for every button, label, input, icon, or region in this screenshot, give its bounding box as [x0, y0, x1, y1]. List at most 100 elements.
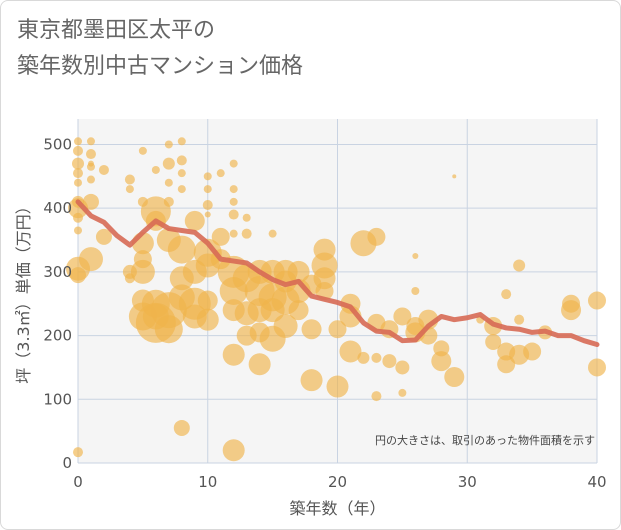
bubble-point	[125, 185, 134, 194]
bubble-point	[151, 165, 160, 174]
bubble-point	[301, 319, 322, 340]
bubble-point	[204, 211, 211, 218]
bubble-point	[74, 137, 82, 146]
bubble-point	[501, 289, 512, 300]
bubble-point	[73, 212, 83, 223]
average-price-line	[75, 199, 600, 348]
bubble-point	[98, 164, 109, 175]
bubble-point	[371, 391, 382, 402]
bubble-point	[431, 351, 452, 372]
bubble-point	[288, 300, 309, 321]
bubble-point	[561, 300, 582, 321]
bubble-point	[367, 227, 386, 246]
x-axis-ticks: 0 10 20 30 40	[73, 473, 606, 491]
bubble-point	[328, 320, 347, 339]
bubble-point	[78, 247, 103, 272]
bubble-point	[588, 291, 606, 310]
bubble-point	[242, 213, 251, 222]
bubble-point	[196, 308, 219, 331]
bubble-point	[523, 342, 542, 361]
bubble-point	[513, 259, 526, 272]
y-axis-ticks: 0 100 200 300 400 500	[43, 135, 72, 472]
y-tick-label: 400	[43, 199, 72, 217]
bubble-point	[130, 259, 155, 284]
bubble-point	[216, 169, 225, 178]
x-tick-label: 0	[73, 473, 83, 491]
bubble-point	[176, 155, 187, 166]
y-tick-label: 100	[43, 390, 72, 408]
bubble-point	[229, 229, 238, 238]
bubble-point	[73, 145, 83, 156]
bubble-point	[173, 419, 190, 436]
bubble-point	[177, 137, 186, 146]
bubble-point	[73, 168, 83, 179]
bubble-point	[313, 267, 336, 290]
bubble-point	[395, 360, 410, 375]
bubble-point	[398, 388, 407, 397]
bubble-point	[202, 200, 213, 210]
bubble-point	[382, 354, 397, 369]
y-tick-label: 200	[43, 327, 72, 345]
bubble-point	[444, 367, 465, 387]
bubble-point	[315, 282, 334, 300]
bubble-point	[154, 315, 183, 344]
bubble-point	[229, 185, 238, 194]
bubble-point	[95, 228, 112, 245]
y-axis-title: 坪（3.3㎡）単価（万円）	[14, 198, 33, 383]
bubble-point	[371, 352, 382, 363]
bubble-point	[357, 351, 370, 364]
bubble-point	[74, 178, 82, 187]
x-tick-label: 40	[587, 473, 606, 491]
bubble-point	[124, 174, 135, 185]
bubble-point	[211, 227, 230, 246]
bubble-point	[86, 137, 95, 146]
bubble-point	[73, 447, 83, 458]
bubble-point	[268, 229, 277, 238]
bubble-point	[241, 228, 252, 239]
bubble-point	[87, 160, 94, 167]
bubble-point	[70, 267, 86, 284]
bubble-point	[452, 174, 457, 179]
bubble-point	[485, 333, 502, 350]
x-tick-label: 10	[198, 473, 217, 491]
bubble-point	[162, 157, 175, 170]
bubble-point	[197, 290, 218, 311]
bubble-point	[203, 172, 212, 181]
bubble-point	[412, 252, 419, 259]
bubble-series	[66, 137, 606, 462]
bubble-point	[72, 157, 84, 170]
bubble-point	[588, 358, 606, 377]
bubble-point	[177, 169, 186, 178]
bubble-point	[287, 260, 310, 283]
bubble-point	[164, 140, 173, 149]
bubble-point	[248, 353, 271, 376]
chart-title-line-2: 築年数別中古マンション価格	[17, 54, 304, 79]
bubble-point	[411, 287, 420, 295]
bubble-point	[514, 314, 525, 325]
x-tick-label: 30	[458, 473, 477, 491]
bubble-point	[393, 307, 412, 326]
bubble-point	[184, 210, 205, 231]
x-axis-title: 築年数（年）	[289, 499, 385, 518]
bubble-point	[164, 178, 173, 187]
bubble-point	[85, 149, 96, 160]
bubble-point	[82, 193, 99, 210]
y-tick-label: 0	[62, 454, 72, 472]
bubble-point	[300, 369, 323, 392]
bubble-point	[222, 439, 245, 462]
bubble-point	[203, 185, 212, 194]
bubble-point	[167, 235, 196, 264]
y-tick-label: 500	[43, 135, 72, 153]
bubble-point	[339, 340, 362, 363]
bubble-size-note: 円の大きさは、取引のあった物件面積を示す	[375, 433, 595, 447]
bubble-point	[228, 209, 239, 220]
bubble-point	[229, 197, 238, 206]
bubble-point	[68, 198, 88, 219]
bubble-point	[138, 146, 147, 155]
bubble-point	[163, 196, 174, 207]
bubble-point	[74, 226, 82, 235]
bubble-point	[177, 185, 186, 194]
bubble-point	[222, 343, 245, 366]
